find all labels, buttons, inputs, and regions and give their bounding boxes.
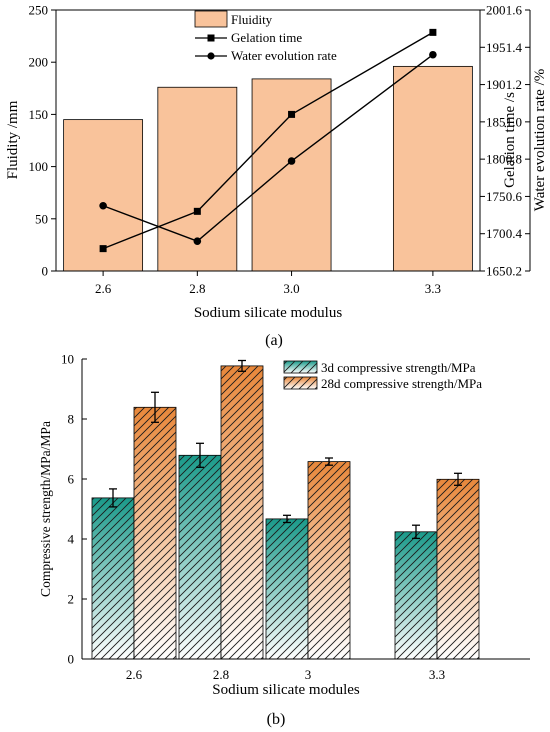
bar-3d-hatch <box>179 455 221 659</box>
water-evolution-point <box>99 201 107 210</box>
legend-marker-circle <box>207 52 215 60</box>
chart-b: 0 2 4 6 8 10 2.6 2.8 3 3.3 3d compressive strengt… <box>38 352 530 728</box>
chart-a-left-tick-label: 0 <box>42 264 49 279</box>
legend-marker-square <box>207 34 215 42</box>
legend-label-28d: 28d compressive strength/MPa <box>321 376 482 391</box>
legend-swatch-28d-hatch <box>284 377 317 389</box>
chart-a-right-inner-tick-label: 190 <box>486 77 506 92</box>
chart-a: 2.6 2.8 3.0 3.3 0 50 100 150 200 250 165 170 175 180 1… <box>5 3 548 350</box>
chart-b-y-tick-label: 10 <box>61 352 74 367</box>
chart-a-right-outer-tick-label: 1.4 <box>506 40 523 55</box>
chart-b-panel-label: (b) <box>267 711 286 728</box>
bar-28d-hatch <box>221 365 263 659</box>
bar-3d-hatch <box>266 518 308 659</box>
chart-a-panel-label: (a) <box>265 332 283 349</box>
chart-a-right-inner-tick-label: 195 <box>486 40 506 55</box>
chart-a-ylabel-right-inner: Gelation time /s <box>502 92 518 188</box>
chart-b-y-tick-label: 6 <box>68 472 75 487</box>
chart-a-x-tick-label: 3.3 <box>425 281 441 296</box>
chart-a-right-inner-tick-label: 200 <box>486 3 506 18</box>
water-evolution-point <box>429 50 437 59</box>
chart-a-right-inner-tick-label: 165 <box>486 264 506 279</box>
chart-a-right-outer-tick-label: 0.8 <box>506 152 522 167</box>
chart-a-left-tick-label: 150 <box>29 107 49 122</box>
chart-b-x-tick-label: 3.3 <box>429 667 445 682</box>
fluidity-bar <box>392 65 473 272</box>
bar-28d-hatch <box>308 461 350 659</box>
chart-a-plot-frame <box>55 9 481 272</box>
chart-a-xlabel: Sodium silicate modulus <box>194 305 342 321</box>
chart-a-right-inner-tick-label: 175 <box>486 189 506 204</box>
legend-swatch-fluidity <box>194 10 228 28</box>
chart-a-right-outer-tick-label: 1.2 <box>506 77 522 92</box>
chart-b-y-tick-label: 2 <box>68 592 75 607</box>
chart-b-x-tick-label: 2.6 <box>126 667 143 682</box>
bar-3d-hatch <box>92 497 134 659</box>
chart-b-ylabel: Compressive strength/MPa/MPa <box>38 421 53 597</box>
chart-a-x-tick-label: 2.6 <box>95 281 112 296</box>
legend-swatch-3d-hatch <box>284 361 317 373</box>
water-evolution-point <box>193 237 202 245</box>
bar-28d-hatch <box>134 407 176 659</box>
chart-a-right-inner-tick-label: 170 <box>486 226 506 241</box>
chart-a-right-inner-tick-label: 180 <box>486 152 506 167</box>
gelation-time-point <box>429 28 437 36</box>
gelation-time-line <box>102 31 434 250</box>
chart-b-x-tick-label: 3 <box>305 667 312 682</box>
chart-a-right-outer-tick-label: 1.0 <box>506 114 522 129</box>
fluidity-bar <box>251 78 332 272</box>
water-evolution-point <box>287 157 296 165</box>
bar-28d-hatch <box>437 479 479 659</box>
gelation-time-point <box>288 110 296 118</box>
chart-a-right-inner-tick-label: 185 <box>486 114 506 129</box>
gelation-time-point <box>193 207 201 215</box>
bar-3d-hatch <box>395 531 437 659</box>
chart-b-y-tick-label: 8 <box>68 412 75 427</box>
chart-a-left-tick-label: 250 <box>29 3 49 18</box>
chart-b-x-tick-label: 2.8 <box>213 667 229 682</box>
chart-a-right-outer-tick-label: 0.6 <box>506 189 523 204</box>
chart-a-left-tick-label: 50 <box>35 211 48 226</box>
chart-a-ylabel-left: Fluidity /mm <box>5 100 21 179</box>
legend-label-water: Water evolution rate <box>231 48 337 63</box>
chart-b-y-tick-label: 0 <box>68 652 75 667</box>
chart-b-xlabel: Sodium silicate modules <box>212 682 360 698</box>
chart-a-x-tick-label: 3.0 <box>283 281 299 296</box>
chart-a-ylabel-right-outer: Water evolution rate /% <box>532 69 548 212</box>
chart-a-x-tick-label: 2.8 <box>189 281 205 296</box>
chart-a-right-outer-tick-label: 0.4 <box>506 226 523 241</box>
chart-a-legend: Fluidity Gelation time Water evolution r… <box>194 10 337 63</box>
legend-label-gelation: Gelation time <box>231 30 302 45</box>
legend-label-fluidity: Fluidity <box>231 12 273 27</box>
chart-a-left-tick-label: 200 <box>29 55 49 70</box>
chart-a-right-outer-tick-label: 1.6 <box>506 3 523 18</box>
chart-a-left-tick-label: 100 <box>29 159 49 174</box>
water-evolution-line <box>102 54 434 242</box>
legend-label-3d: 3d compressive strength/MPa <box>321 360 476 375</box>
chart-b-y-tick-label: 4 <box>68 532 75 547</box>
chart-a-right-outer-tick-label: 0.2 <box>506 264 522 279</box>
gelation-time-point <box>99 245 107 253</box>
chart-b-legend: 3d compressive strength/MPa 28d compress… <box>283 360 482 391</box>
